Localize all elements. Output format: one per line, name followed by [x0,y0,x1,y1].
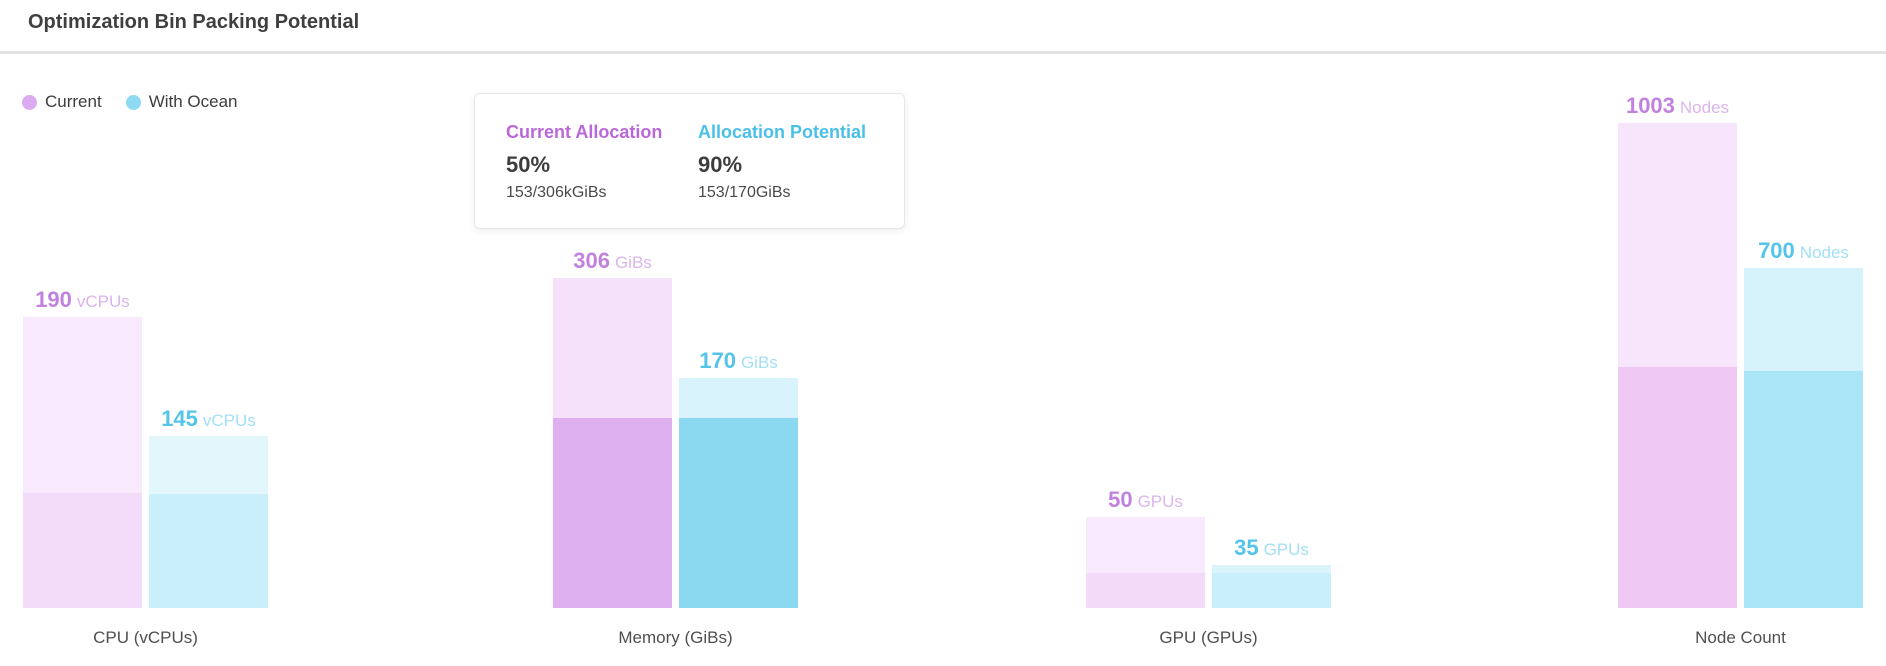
bar-value-label-current-memory-gibs: 306 GiBs [573,248,652,277]
category-label-cpu-vcpus: CPU (vCPUs) [93,628,198,647]
bar-value-number: 700 [1758,238,1795,263]
bar-used-overlay [1618,367,1737,608]
bar-value-number: 50 [1108,487,1133,512]
legend-item-with-ocean: With Ocean [125,92,238,112]
legend-item-current: Current [22,92,102,112]
bar-value-number: 1003 [1625,93,1675,118]
category-label-gpu-gpus: GPU (GPUs) [1159,628,1258,647]
bar-value-number: 145 [161,406,198,431]
bar-with-ocean-gpu-gpus[interactable] [1212,565,1331,608]
bar-used-overlay [149,494,268,608]
bar-value-label-with-ocean-node-count: 700 Nodes [1758,238,1849,267]
chart-legend: Current With Ocean [22,92,238,112]
bar-current-gpu-gpus[interactable] [1086,517,1205,608]
legend-dot-with-ocean-icon [125,94,141,110]
bar-value-unit: GiBs [614,253,652,272]
bar-value-label-with-ocean-memory-gibs: 170 GiBs [699,348,778,377]
bar-value-unit: GPUs [1263,540,1309,559]
bar-value-unit: Nodes [1799,243,1849,262]
tooltip-percent-value: 50% [506,152,551,177]
allocation-summary-card: Current Allocation 50% 153/306kGiBs Allocat… [474,93,905,229]
bar-value-label-with-ocean-cpu-vcpus: 145 vCPUs [161,406,256,435]
bar-value-unit: GiBs [740,353,778,372]
tooltip-column-allocation-potential: Allocation Potential 90% 153/170GiBs [698,121,866,228]
bar-value-unit: vCPUs [202,411,256,430]
bar-value-unit: vCPUs [76,292,130,311]
bar-value-number: 306 [573,248,610,273]
bar-value-label-current-node-count: 1003 Nodes [1626,93,1729,122]
tooltip-column-title: Current Allocation [506,122,663,142]
legend-label: With Ocean [148,92,238,111]
bar-value-number: 170 [699,348,736,373]
header-divider [0,51,1886,54]
bar-value-unit: Nodes [1679,98,1730,117]
bar-used-overlay [553,418,672,608]
tooltip-column-current-allocation: Current Allocation 50% 153/306kGiBs [506,121,698,228]
bar-value-number: 190 [35,287,72,312]
bar-used-overlay [1744,371,1863,608]
legend-label: Current [45,92,102,111]
bar-current-cpu-vcpus[interactable] [23,317,142,608]
bar-used-overlay [1212,573,1331,608]
bar-current-node-count[interactable] [1618,123,1737,608]
bar-used-overlay [1086,573,1205,608]
category-label-node-count: Node Count [1695,628,1786,647]
bar-value-label-current-cpu-vcpus: 190 vCPUs [35,287,130,316]
tooltip-detail-value: 153/306kGiBs [506,184,607,201]
tooltip-percent-value: 90% [698,152,743,177]
tooltip-detail-value: 153/170GiBs [698,184,791,201]
bar-with-ocean-memory-gibs[interactable] [679,378,798,608]
bar-used-overlay [679,418,798,608]
bar-value-label-with-ocean-gpu-gpus: 35 GPUs [1234,535,1309,564]
category-label-memory-gibs: Memory (GiBs) [618,628,733,647]
bar-value-number: 35 [1234,535,1259,560]
page-title: Optimization Bin Packing Potential [28,11,360,33]
bar-current-memory-gibs[interactable] [553,278,672,608]
bar-value-label-current-gpu-gpus: 50 GPUs [1108,487,1183,516]
bar-with-ocean-node-count[interactable] [1744,268,1863,608]
bar-with-ocean-cpu-vcpus[interactable] [149,436,268,608]
tooltip-column-title: Allocation Potential [698,122,867,142]
bar-used-overlay [23,493,142,608]
bar-value-unit: GPUs [1137,492,1183,511]
legend-dot-current-icon [22,94,37,110]
